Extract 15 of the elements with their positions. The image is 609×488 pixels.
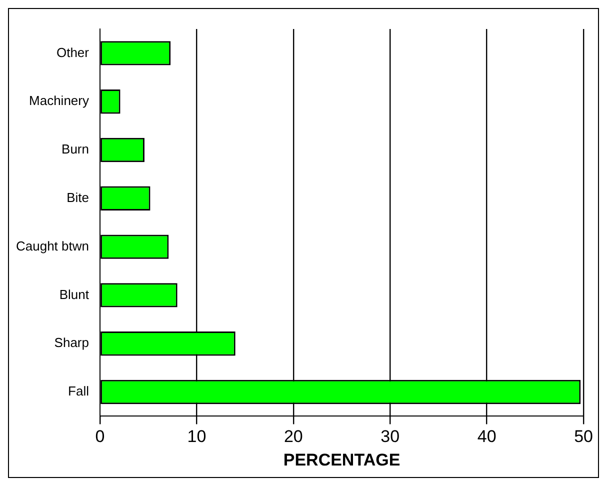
y-tick-label: Burn [62, 142, 89, 157]
y-tick-label: Caught btwn [16, 238, 89, 254]
x-axis-title: PERCENTAGE [283, 450, 400, 470]
y-tick-label: Blunt [59, 286, 90, 302]
y-tick-label: Other [56, 44, 90, 60]
y-tick-label: Bite [66, 190, 89, 205]
y-tick-label: Sharp [54, 335, 89, 350]
x-tick-label: 50 [574, 427, 594, 446]
x-tick-label: 40 [477, 427, 496, 446]
y-tick-label: Machinery [29, 93, 90, 108]
x-tick-label: 10 [187, 427, 206, 446]
x-tick-label: 0 [95, 427, 105, 446]
x-tick-label: 30 [380, 427, 400, 446]
x-tick-label: 20 [284, 427, 303, 446]
y-tick-label: Fall [68, 384, 90, 399]
